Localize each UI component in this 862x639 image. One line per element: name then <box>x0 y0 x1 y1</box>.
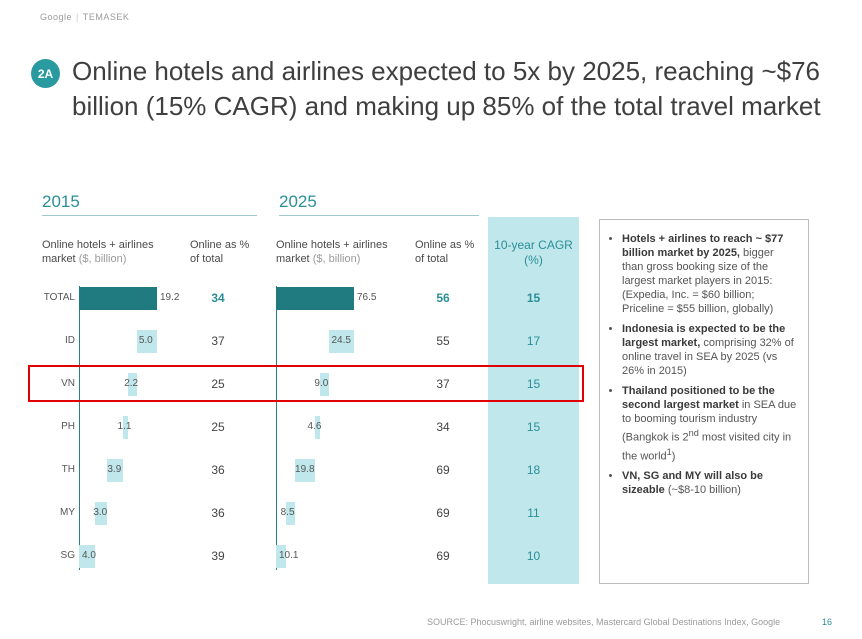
source-note: SOURCE: Phocuswright, airline websites, … <box>427 617 781 627</box>
share-2025-sg: 69 <box>436 549 450 563</box>
market-2025-header: Online hotels + airlines market ($, bill… <box>276 238 406 266</box>
market-2015-header-unit: ($, billion) <box>78 253 127 265</box>
row-label-vn: VN <box>61 378 75 389</box>
share-2025-header: Online as % of total <box>415 239 475 265</box>
share-2025-id: 55 <box>436 334 450 348</box>
bar-axis-2015 <box>79 286 80 570</box>
bar-value-2015-ph: 1.1 <box>117 421 132 432</box>
insight-1-text: bigger than gross booking size of the la… <box>622 247 774 315</box>
bar-2015-ph <box>123 416 128 439</box>
market-2025-header-unit: ($, billion) <box>312 253 361 265</box>
bar-value-2015-sg: 4.0 <box>82 550 96 561</box>
bar-value-2025-ph: 4.6 <box>307 421 322 432</box>
share-2025-th: 69 <box>436 463 450 477</box>
share-2015-sg: 39 <box>211 549 225 563</box>
bar-2025-sg <box>276 545 287 568</box>
insight-2-text: comprising 32% of online travel in SEA b… <box>622 337 794 377</box>
bar-value-2015-th: 3.9 <box>107 464 122 475</box>
page-number: 16 <box>822 617 833 627</box>
share-2015-header: Online as % of total <box>190 239 250 265</box>
insight-3-text-a: in SEA due to booming tourism industry (… <box>622 399 797 444</box>
bar-value-2025-th: 19.8 <box>295 464 315 475</box>
bar-2015-vn <box>127 373 137 396</box>
bar-value-2025-vn: 9.0 <box>314 378 329 389</box>
cagr-total: 15 <box>526 291 541 305</box>
insight-item: Thailand positioned to be the second lar… <box>622 384 798 463</box>
bar-2025-vn <box>319 373 329 396</box>
market-2015-header: Online hotels + airlines market ($, bill… <box>42 238 172 266</box>
insight-3-sup: nd <box>688 428 699 438</box>
bar-value-2025-id: 24.5 <box>331 335 351 346</box>
google-wordmark: Google <box>40 12 73 22</box>
bar-axis-2025 <box>276 286 277 570</box>
share-2015-total: 34 <box>211 291 225 305</box>
insight-3-bold: Thailand positioned to be the second lar… <box>622 385 775 411</box>
share-2015-ph: 25 <box>211 420 225 434</box>
temasek-wordmark: TEMASEK <box>82 12 130 22</box>
bar-2015-id <box>136 330 157 353</box>
bar-2025-ph <box>315 416 320 439</box>
year-2025-heading: 2025 <box>279 192 317 211</box>
insight-3-footnote: 1 <box>666 446 672 457</box>
bar-value-2015-id: 5.0 <box>138 335 153 346</box>
insight-4-bold: VN, SG and MY will also be sizeable <box>622 470 763 497</box>
insight-item: Indonesia is expected to be the largest … <box>622 322 798 378</box>
logo-divider: | <box>76 12 79 22</box>
row-label-id: ID <box>65 335 75 346</box>
year-2015-rule <box>42 215 257 216</box>
bar-2025-my <box>286 502 295 525</box>
bar-value-2025-my: 8.5 <box>280 507 295 518</box>
cagr-vn: 15 <box>526 377 541 391</box>
row-label-total: TOTAL <box>43 292 75 303</box>
row-label-th: TH <box>61 464 75 475</box>
bar-value-2015-my: 3.0 <box>93 507 108 518</box>
bar-2015-my <box>95 502 108 525</box>
bar-2025-total <box>276 287 354 310</box>
bar-2025-th <box>294 459 316 482</box>
cagr-my: 11 <box>527 506 540 520</box>
share-2025-my: 69 <box>436 506 450 520</box>
row-label-sg: SG <box>60 550 75 561</box>
insight-1-bold: Hotels + airlines to reach ~ $77 billion… <box>622 233 784 259</box>
insight-2-bold: Indonesia is expected to be the largest … <box>622 323 786 349</box>
cagr-sg: 10 <box>526 549 541 563</box>
insight-4-text: (~$8-10 billion) <box>664 484 741 497</box>
cagr-header: 10-year CAGR (%) <box>488 238 579 268</box>
insight-item: VN, SG and MY will also be sizeable (~$8… <box>622 469 798 497</box>
cagr-th: 18 <box>526 463 541 477</box>
bar-2025-id <box>329 330 354 353</box>
share-2015-my: 36 <box>211 506 225 520</box>
year-2025-rule <box>279 215 479 216</box>
market-2015-header-label: Online hotels + airlines market <box>42 239 154 265</box>
share-2015-id: 37 <box>211 334 225 348</box>
page-title: Online hotels and airlines expected to 5… <box>72 56 821 121</box>
vn-highlight-box <box>28 365 584 402</box>
key-insights-callout: Hotels + airlines to reach ~ $77 billion… <box>599 219 809 584</box>
bar-value-2025-total: 76.5 <box>357 292 377 303</box>
share-2025-total: 56 <box>436 291 450 305</box>
bar-value-2025-sg: 10.1 <box>279 550 299 561</box>
cagr-id: 17 <box>526 334 541 348</box>
section-badge: 2A <box>31 59 60 88</box>
bar-2015-total <box>79 287 157 310</box>
share-2025-ph: 34 <box>436 420 450 434</box>
year-2015-heading: 2015 <box>42 192 80 211</box>
insight-3-text-c: ) <box>671 450 676 463</box>
bar-value-2015-vn: 2.2 <box>124 378 139 389</box>
market-2025-header-label: Online hotels + airlines market <box>276 239 388 265</box>
bar-2015-th <box>107 459 124 482</box>
bar-value-2015-total: 19.2 <box>160 292 180 303</box>
share-2015-th: 36 <box>211 463 225 477</box>
cagr-header-label: 10-year CAGR (%) <box>494 238 573 267</box>
share-2025-vn: 37 <box>436 377 450 391</box>
share-2015-vn: 25 <box>211 377 225 391</box>
insight-item: Hotels + airlines to reach ~ $77 billion… <box>622 232 798 316</box>
insights-list: Hotels + airlines to reach ~ $77 billion… <box>610 232 798 497</box>
row-label-my: MY <box>60 507 75 518</box>
row-label-ph: PH <box>61 421 75 432</box>
cagr-ph: 15 <box>526 420 541 434</box>
insight-3-text-b: most visited city in the world <box>622 431 792 463</box>
bar-2015-sg <box>79 545 96 568</box>
brand-logo: Google | TEMASEK <box>40 12 129 22</box>
